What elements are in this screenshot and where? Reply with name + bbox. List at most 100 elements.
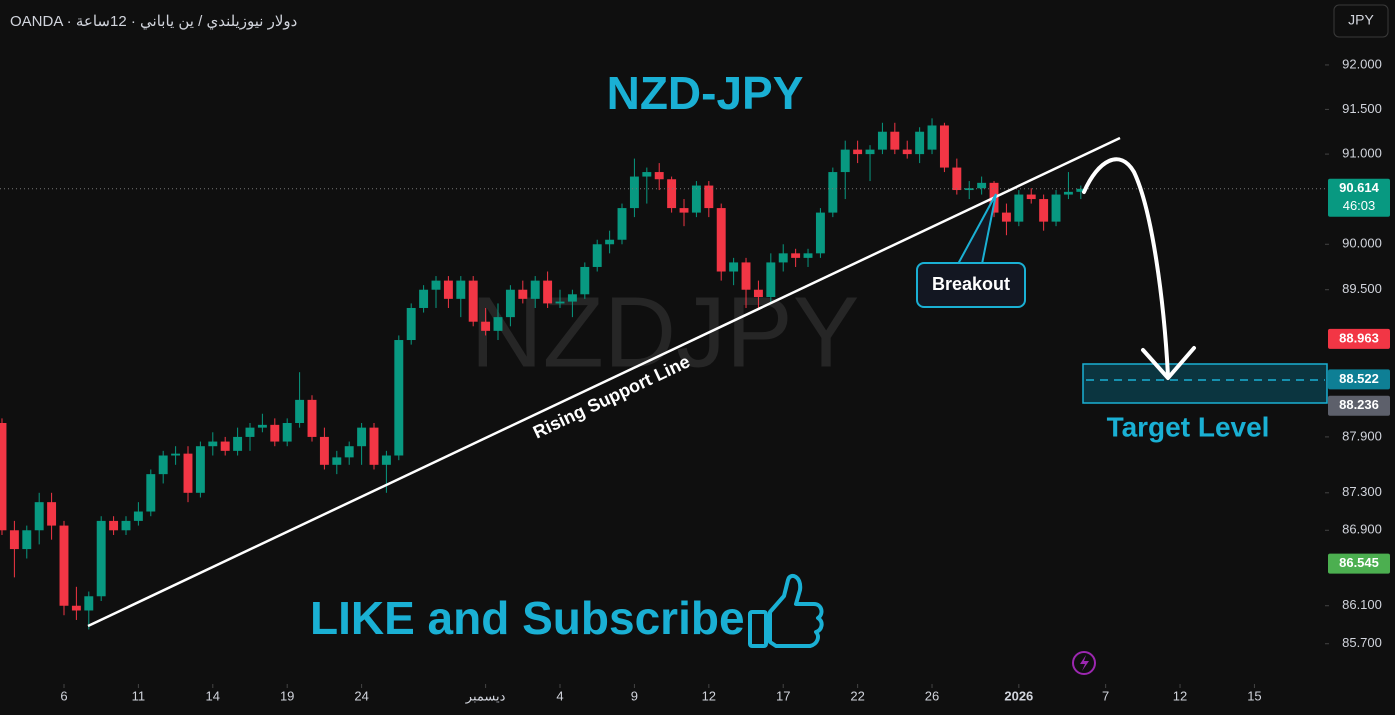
y-tick-label: 90.000	[1342, 236, 1382, 251]
countdown-label: 46:03	[1343, 198, 1376, 213]
candle-body	[543, 280, 553, 304]
cta-text: LIKE and Subscribe	[310, 592, 745, 644]
candle-body	[877, 131, 887, 150]
candle-body	[456, 280, 466, 299]
candle-body	[71, 605, 81, 611]
x-tick-label: 9	[631, 688, 638, 703]
candle-body	[0, 423, 7, 531]
candle-body	[332, 457, 342, 465]
candle-body	[121, 520, 131, 531]
forecast-arrow	[1082, 157, 1170, 378]
callout-box	[916, 262, 1026, 308]
candle-body	[778, 253, 788, 263]
candle-body	[394, 340, 404, 456]
target-label: Target Level	[1107, 411, 1270, 442]
candle-body	[803, 253, 813, 258]
x-tick-label: 24	[354, 688, 368, 703]
target-zone	[1082, 363, 1328, 404]
candle-body	[716, 208, 726, 272]
candle-body	[481, 321, 491, 331]
candle-body	[642, 172, 652, 177]
symbol-header: OANDA · دولار نيوزيلندي / ين ياباني · 12…	[10, 13, 297, 30]
plot-area	[0, 118, 1325, 630]
candle-body	[183, 453, 193, 493]
candle-body	[704, 185, 714, 209]
candle-body	[295, 399, 305, 424]
price-axis: 92.000 91.500 91.000 90.000 89.500 87.900 87.3…	[60, 56, 1390, 704]
candle-body	[828, 172, 838, 213]
candle-body	[220, 441, 230, 451]
price-marker-label: 88.236	[1339, 397, 1379, 412]
y-tick-label: 91.500	[1342, 101, 1382, 116]
candle-body	[902, 149, 912, 155]
y-tick-label: 89.500	[1342, 281, 1382, 296]
candle-body	[468, 280, 478, 322]
candle-body	[580, 266, 590, 295]
x-tick-label: 17	[776, 688, 790, 703]
candle-body	[629, 176, 639, 209]
x-tick-label: 7	[1102, 688, 1109, 703]
price-marker	[1328, 328, 1390, 349]
y-tick-label: 85.700	[1342, 635, 1382, 650]
price-marker	[1328, 178, 1390, 217]
x-tick-label: 19	[280, 688, 294, 703]
candle-body	[865, 149, 875, 155]
lightning-icon[interactable]	[1072, 651, 1096, 675]
x-tick-label: 12	[1173, 688, 1187, 703]
candle-body	[815, 212, 825, 254]
candle-body	[96, 520, 106, 597]
candle-body	[1051, 194, 1061, 222]
price-marker-label: 88.522	[1339, 371, 1379, 386]
candle-body	[890, 131, 900, 150]
candle-body	[344, 446, 354, 458]
candle-body	[257, 424, 267, 428]
x-tick-label: 15	[1247, 688, 1261, 703]
candle-body	[1076, 188, 1086, 192]
candle-body	[530, 280, 540, 299]
x-tick-label: 26	[925, 688, 939, 703]
candle-body	[617, 208, 627, 240]
x-tick-label: 14	[206, 688, 220, 703]
candle-body	[952, 167, 962, 191]
candle-body	[939, 125, 949, 168]
candle-body	[381, 455, 391, 465]
candle-body	[1001, 212, 1011, 222]
y-tick-label: 86.100	[1342, 597, 1382, 612]
candle-body	[667, 179, 677, 209]
price-marker-label: 86.545	[1339, 555, 1379, 570]
candle-body	[654, 172, 664, 180]
candle-body	[1063, 191, 1073, 195]
price-marker	[1328, 369, 1390, 390]
candle-body	[691, 185, 701, 213]
candle-body	[245, 427, 255, 437]
candle-body	[158, 455, 168, 475]
candle-body	[1026, 194, 1036, 200]
candle-body	[22, 530, 32, 550]
candle-body	[171, 453, 181, 456]
currency-button[interactable]	[1333, 4, 1389, 38]
x-tick-label: ديسمبر	[465, 688, 506, 704]
breakout-label: Breakout	[932, 274, 1010, 294]
candle-body	[915, 131, 925, 155]
candle-body	[133, 511, 143, 521]
x-tick-label: 22	[850, 688, 864, 703]
candle-body	[369, 427, 379, 465]
candle-body	[431, 280, 441, 290]
x-tick-label: 2026	[1004, 688, 1033, 703]
candle-body	[195, 446, 205, 493]
candle-body	[964, 188, 974, 191]
price-marker	[1328, 553, 1390, 574]
candle-body	[977, 182, 987, 189]
candle-body	[406, 307, 416, 341]
candle-body	[9, 530, 19, 550]
candle-body	[84, 596, 94, 611]
chart-title: NZD-JPY	[607, 67, 804, 119]
price-marker	[1328, 395, 1390, 416]
candle-body	[518, 289, 528, 299]
candle-body	[233, 436, 243, 451]
candle-body	[443, 280, 453, 299]
lightning-bolt	[1080, 655, 1089, 671]
candle-body	[927, 125, 937, 150]
candle-body	[853, 149, 863, 155]
